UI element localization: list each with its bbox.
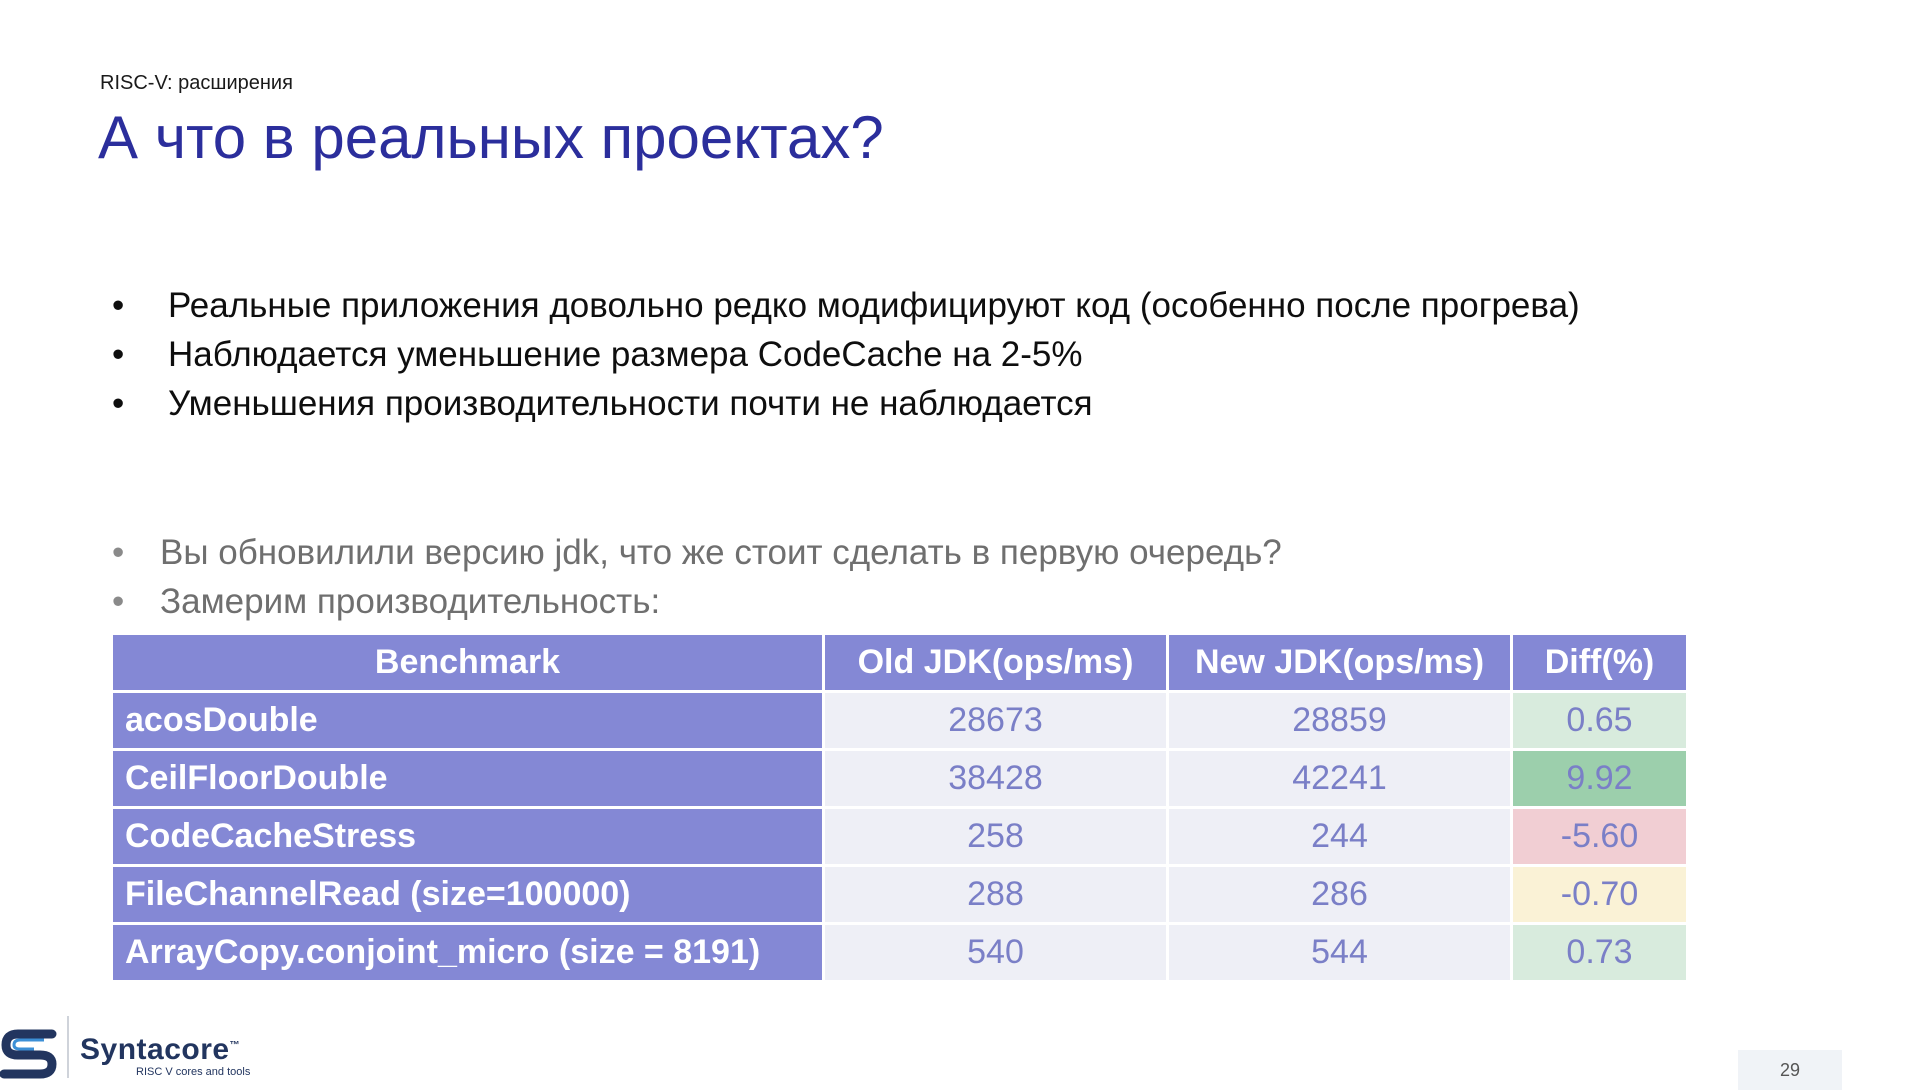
new-jdk-cell: 544 — [1166, 922, 1513, 983]
header-diff: Diff(%) — [1510, 632, 1689, 693]
table-header-row: Benchmark Old JDK(ops/ms) New JDK(ops/ms… — [110, 632, 1689, 693]
table-row: ArrayCopy.conjoint_micro (size = 8191) 5… — [110, 922, 1689, 983]
section-label: RISC-V: расширения — [100, 72, 293, 94]
benchmark-name-cell: ArrayCopy.conjoint_micro (size = 8191) — [110, 922, 825, 983]
old-jdk-cell: 28673 — [822, 690, 1169, 751]
logo-tagline: RISC V cores and tools — [136, 1066, 251, 1078]
table-row: acosDouble 28673 28859 0.65 — [110, 690, 1689, 751]
trademark-mark: ™ — [229, 1040, 241, 1051]
benchmark-table: Benchmark Old JDK(ops/ms) New JDK(ops/ms… — [110, 632, 1689, 983]
slide-title: А что в реальных проектах? — [98, 104, 884, 171]
benchmark-name-cell: FileChannelRead (size=100000) — [110, 864, 825, 925]
benchmark-name-cell: CodeCacheStress — [110, 806, 825, 867]
old-jdk-cell: 38428 — [822, 748, 1169, 809]
logo-name: Syntacore — [80, 1033, 230, 1066]
diff-cell: 9.92 — [1510, 748, 1689, 809]
diff-cell: 0.73 — [1510, 922, 1689, 983]
logo-wordmark: Syntacore™ — [80, 1033, 240, 1067]
old-jdk-cell: 288 — [822, 864, 1169, 925]
new-jdk-cell: 28859 — [1166, 690, 1513, 751]
new-jdk-cell: 42241 — [1166, 748, 1513, 809]
benchmark-name-cell: acosDouble — [110, 690, 825, 751]
bullet-item: Наблюдается уменьшение размера CodeCache… — [112, 330, 1580, 379]
table-row: CeilFloorDouble 38428 42241 9.92 — [110, 748, 1689, 809]
header-benchmark: Benchmark — [110, 632, 825, 693]
old-jdk-cell: 258 — [822, 806, 1169, 867]
new-jdk-cell: 286 — [1166, 864, 1513, 925]
diff-cell: -5.60 — [1510, 806, 1689, 867]
bullet-item: Реальные приложения довольно редко модиф… — [112, 281, 1580, 330]
main-bullet-list: Реальные приложения довольно редко модиф… — [112, 281, 1580, 428]
bullet-item: Замерим производительность: — [112, 577, 1282, 626]
syntacore-logo-icon — [0, 1029, 57, 1079]
table-row: FileChannelRead (size=100000) 288 286 -0… — [110, 864, 1689, 925]
secondary-bullet-list: Вы обновилили версию jdk, что же стоит с… — [112, 528, 1282, 626]
diff-cell: 0.65 — [1510, 690, 1689, 751]
header-old-jdk: Old JDK(ops/ms) — [822, 632, 1169, 693]
page-number: 29 — [1738, 1050, 1842, 1090]
old-jdk-cell: 540 — [822, 922, 1169, 983]
table-row: CodeCacheStress 258 244 -5.60 — [110, 806, 1689, 867]
benchmark-name-cell: CeilFloorDouble — [110, 748, 825, 809]
diff-cell: -0.70 — [1510, 864, 1689, 925]
bullet-item: Уменьшения производительности почти не н… — [112, 379, 1580, 428]
header-new-jdk: New JDK(ops/ms) — [1166, 632, 1513, 693]
bullet-item: Вы обновилили версию jdk, что же стоит с… — [112, 528, 1282, 577]
logo-divider — [67, 1016, 69, 1078]
new-jdk-cell: 244 — [1166, 806, 1513, 867]
